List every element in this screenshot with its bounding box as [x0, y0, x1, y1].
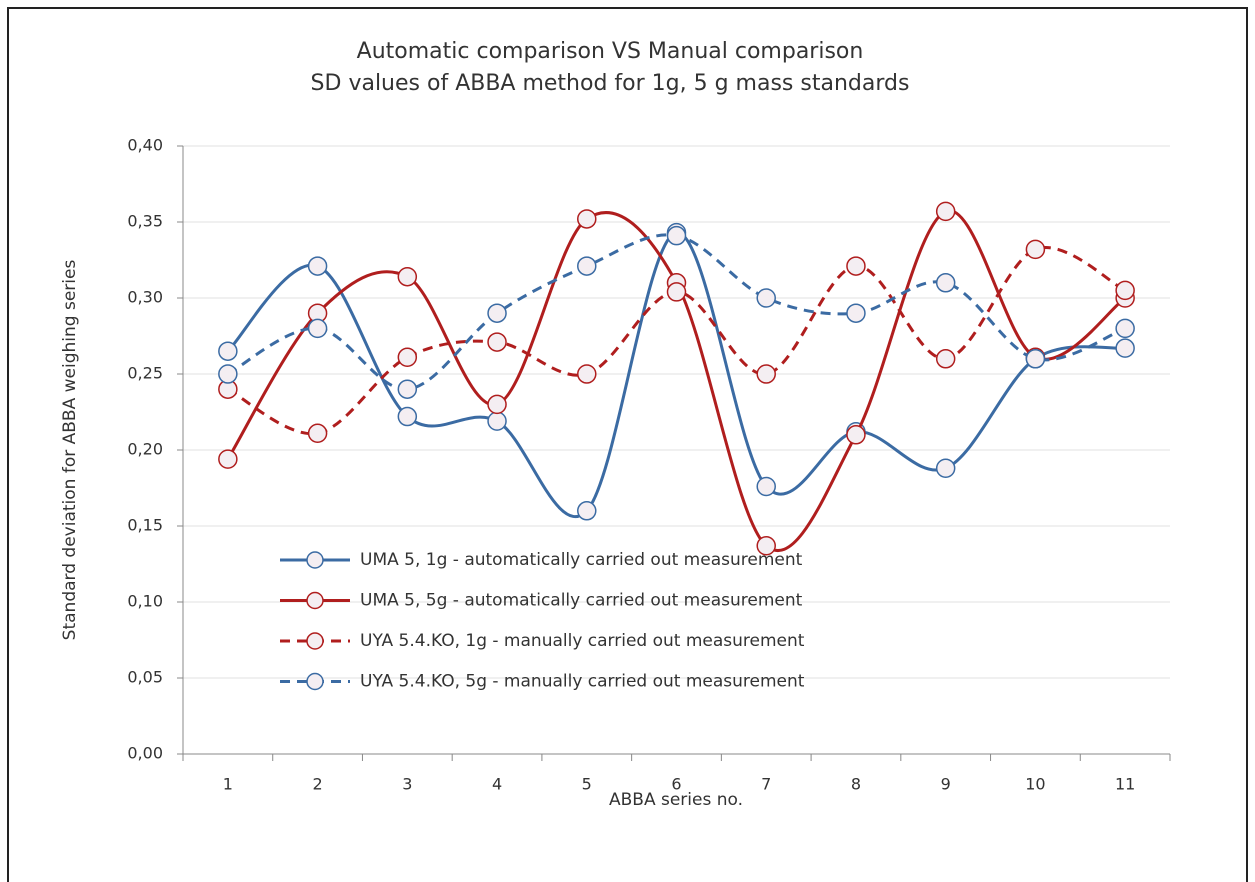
data-point: [935, 349, 956, 369]
data-point: [1025, 349, 1046, 369]
legend-label: UYA 5.4.KO, 1g - manually carried out me…: [360, 631, 805, 651]
legend-marker: [306, 551, 324, 569]
data-point: [756, 364, 776, 384]
x-tick-label: 7: [761, 775, 771, 794]
data-point: [577, 256, 597, 276]
data-point: [307, 423, 328, 444]
data-point: [666, 282, 687, 302]
data-point: [846, 425, 866, 445]
frame: [7, 7, 1248, 882]
data-point: [487, 394, 507, 415]
data-point: [935, 458, 956, 478]
data-point: [1115, 280, 1135, 301]
x-tick-label: 11: [1115, 775, 1135, 794]
y-tick-label: 0,25: [127, 364, 163, 383]
data-point: [487, 411, 507, 431]
y-tick-label: 0,20: [127, 440, 163, 459]
data-point: [935, 201, 956, 222]
data-point: [666, 225, 687, 246]
data-point: [756, 476, 776, 497]
y-tick-label: 0,40: [127, 136, 163, 155]
y-axis-label: Standard deviation for ABBA weighing ser…: [60, 260, 80, 641]
chart-title: Automatic comparison VS Manual compariso…: [357, 39, 864, 64]
x-tick-label: 1: [223, 775, 233, 794]
data-point: [577, 501, 597, 521]
y-tick-label: 0,10: [127, 592, 163, 611]
data-point: [218, 364, 238, 384]
data-point: [218, 341, 238, 361]
data-point: [397, 266, 418, 287]
y-tick-label: 0,00: [127, 744, 163, 763]
legend-label: UMA 5, 5g - automatically carried out me…: [360, 591, 803, 611]
legend-label: UMA 5, 1g - automatically carried out me…: [360, 550, 803, 570]
data-point: [577, 209, 597, 229]
x-tick-label: 8: [851, 775, 861, 794]
data-point: [487, 303, 507, 323]
data-point: [1025, 239, 1046, 260]
y-tick-label: 0,15: [127, 516, 163, 535]
data-point: [935, 273, 956, 293]
data-point: [307, 256, 328, 276]
legend-marker: [306, 632, 324, 650]
x-tick-label: 2: [312, 775, 322, 794]
x-tick-label: 5: [582, 775, 592, 794]
data-point: [756, 536, 776, 556]
chart-subtitle: SD values of ABBA method for 1g, 5 g mas…: [311, 71, 910, 96]
legend-marker: [306, 591, 324, 610]
data-point: [1115, 338, 1135, 358]
data-point: [577, 364, 597, 384]
y-tick-label: 0,35: [127, 212, 163, 231]
data-point: [397, 406, 418, 427]
data-point: [307, 318, 328, 339]
data-point: [756, 288, 776, 308]
series-line: [226, 209, 1127, 553]
y-tick-label: 0,05: [127, 668, 163, 687]
legend-marker: [306, 672, 324, 691]
legend-label: UYA 5.4.KO, 5g - manually carried out me…: [360, 672, 805, 692]
data-point: [397, 379, 418, 399]
x-tick-label: 6: [671, 775, 681, 794]
y-tick-label: 0,30: [127, 288, 163, 307]
data-point: [846, 256, 866, 276]
data-point: [1115, 318, 1135, 339]
x-tick-label: 4: [492, 775, 502, 794]
data-point: [846, 303, 866, 323]
series-line: [227, 246, 1126, 436]
data-point: [218, 449, 238, 469]
x-tick-label: 10: [1025, 775, 1045, 794]
x-tick-label: 9: [941, 775, 951, 794]
x-axis-label: ABBA series no.: [609, 790, 743, 810]
data-point: [397, 347, 418, 368]
x-tick-label: 3: [402, 775, 412, 794]
data-point: [487, 332, 507, 352]
